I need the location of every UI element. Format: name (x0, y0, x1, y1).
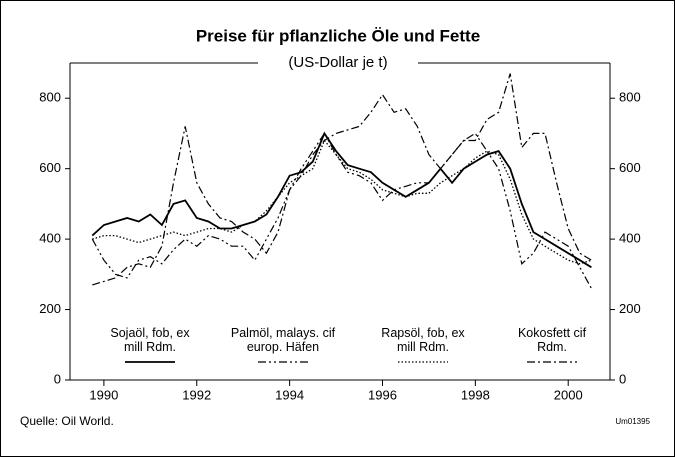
y-tick-label: 800 (39, 90, 61, 105)
x-tick-label: 1990 (89, 387, 118, 402)
subtitle-bg (258, 54, 418, 72)
y2-tick-label: 400 (619, 231, 641, 246)
subtitle: (US-Dollar je t) (288, 54, 387, 71)
x-tick-label: 2000 (554, 387, 583, 402)
y-tick-label: 0 (54, 371, 61, 386)
x-tick-label: 1992 (182, 387, 211, 402)
legend-label: Rapsöl, fob, ex mill Rdm. (381, 326, 465, 354)
legend-label: Kokosfett cif Rdm. (517, 326, 587, 354)
legend-label: Palmöl, malays. cif europ. Häfen (230, 326, 336, 354)
y-tick-label: 400 (39, 231, 61, 246)
y-tick-label: 600 (39, 160, 61, 175)
y2-tick-label: 200 (619, 301, 641, 316)
x-tick-label: 1998 (461, 387, 490, 402)
y2-tick-label: 600 (619, 160, 641, 175)
series-line (91, 132, 592, 289)
y2-tick-label: 0 (619, 371, 626, 386)
code: Um01395 (615, 417, 650, 426)
series-line (92, 73, 592, 286)
source: Quelle: Oil World. (20, 414, 114, 428)
x-tick-label: 1996 (368, 387, 397, 402)
legend-label: Sojaöl, fob, ex mill Rdm. (110, 326, 190, 354)
x-tick-label: 1994 (275, 387, 304, 402)
y2-tick-label: 800 (619, 90, 641, 105)
y-tick-label: 200 (39, 301, 61, 316)
chart-title: Preise für pflanzliche Öle und Fette (196, 26, 480, 45)
series-line (91, 131, 592, 269)
